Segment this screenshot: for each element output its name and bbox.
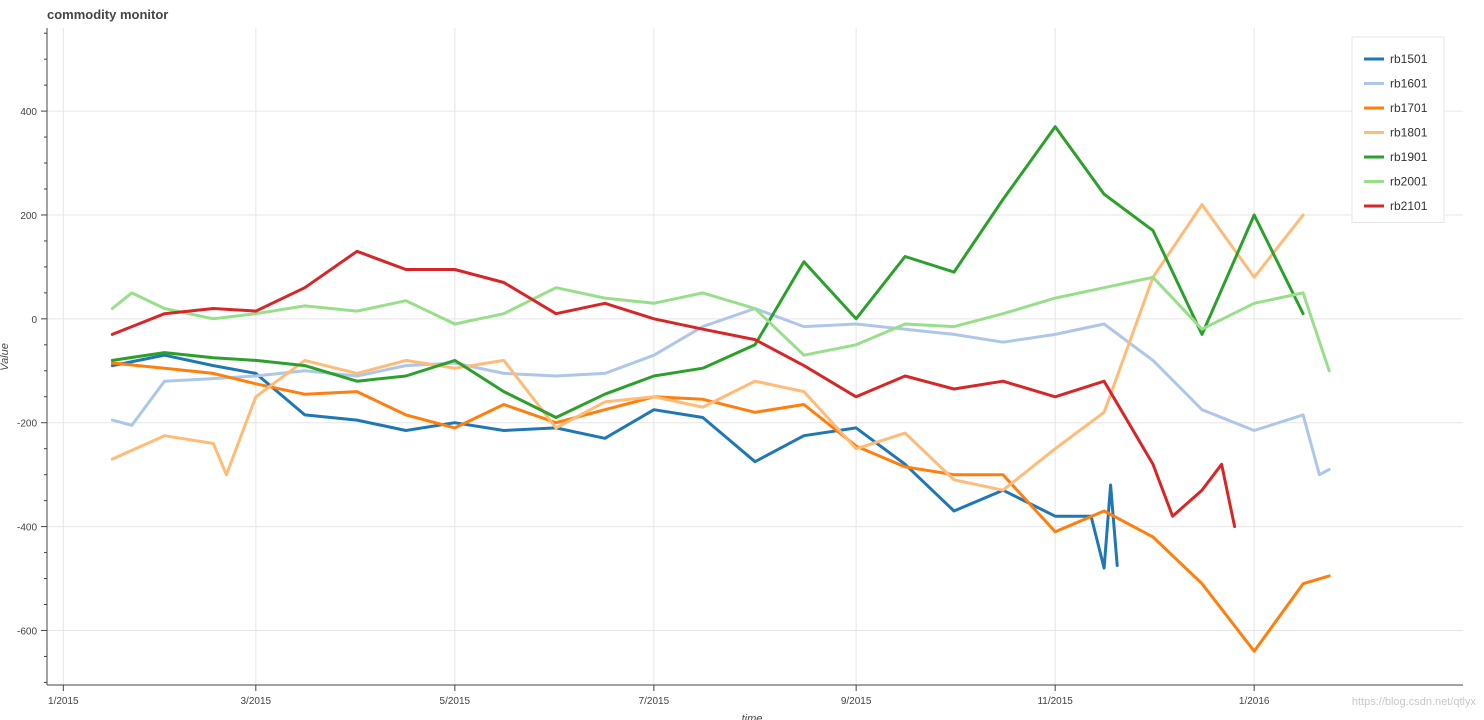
grid [47, 28, 1463, 685]
y-tick-label: -200 [17, 419, 37, 430]
x-axis-label: time [742, 713, 763, 720]
x-tick-label: 11/2015 [1037, 696, 1073, 707]
x-tick-label: 1/2015 [48, 696, 79, 707]
legend-label: rb1501 [1390, 52, 1428, 66]
x-tick-label: 1/2016 [1239, 696, 1270, 707]
y-tick-label: -600 [17, 626, 37, 637]
legend-box [1351, 36, 1445, 223]
watermark: https://blog.csdn.net/qtlyx [1352, 696, 1477, 708]
legend-label: rb2101 [1390, 199, 1428, 213]
legend: rb1501 rb1601 rb1701 rb1801 rb1901 rb2001 rb21… [1351, 36, 1445, 223]
y-axis-label: Value [0, 343, 11, 371]
series-line-rb1601 [110, 307, 1331, 477]
series-line-rb2001 [110, 275, 1331, 373]
series-lines [110, 125, 1331, 653]
x-tick-label: 9/2015 [841, 696, 872, 707]
legend-label: rb1801 [1390, 126, 1428, 140]
x-tick-label: 5/2015 [440, 696, 471, 707]
y-tick-label: -400 [17, 523, 37, 534]
series-line-rb1701 [110, 361, 1331, 653]
y-tick-label: 200 [20, 211, 37, 222]
x-tick-label: 7/2015 [639, 696, 670, 707]
series-line-rb1801 [110, 203, 1305, 492]
series-line-rb1501 [110, 353, 1119, 570]
series-line-rb2101 [110, 249, 1237, 529]
y-tick-label: 400 [20, 107, 37, 118]
axes: 1/2015 3/2015 5/2015 7/2015 9/2015 11/2015 1/2… [17, 28, 1463, 707]
legend-label: rb1701 [1390, 101, 1428, 115]
x-tick-label: 3/2015 [241, 696, 272, 707]
series-line-rb1901 [110, 125, 1305, 419]
y-tick-label: 0 [31, 315, 37, 326]
legend-label: rb2001 [1390, 175, 1428, 189]
chart-title: commodity monitor [47, 7, 168, 22]
legend-label: rb1901 [1390, 150, 1428, 164]
legend-label: rb1601 [1390, 77, 1428, 91]
